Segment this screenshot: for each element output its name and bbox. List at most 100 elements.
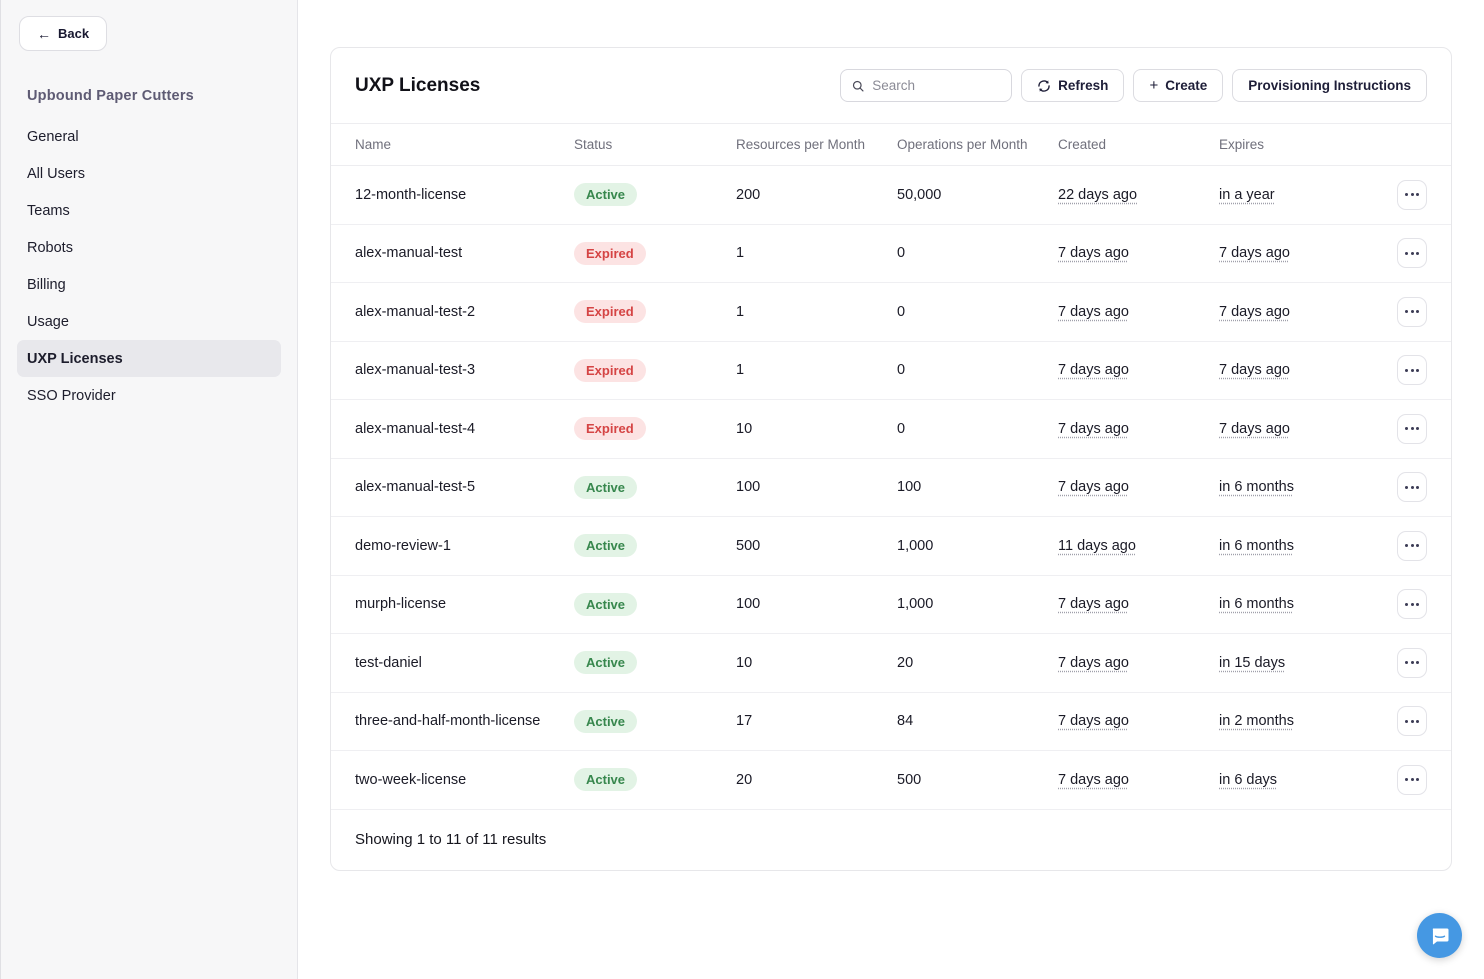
table-body: 12-month-license Active 200 50,000 22 da… — [331, 166, 1451, 810]
back-button[interactable]: ← Back — [19, 16, 108, 51]
provisioning-instructions-button[interactable]: Provisioning Instructions — [1232, 69, 1427, 102]
cell-resources: 10 — [736, 654, 753, 671]
refresh-button-label: Refresh — [1058, 78, 1109, 93]
row-actions-button[interactable] — [1397, 706, 1427, 737]
table-row[interactable]: demo-review-1 Active 500 1,000 11 days a… — [331, 517, 1451, 576]
cell-expires: in 6 months — [1219, 596, 1294, 613]
cell-expires: in 6 days — [1219, 771, 1278, 788]
table-row[interactable]: alex-manual-test-4 Expired 10 0 7 days a… — [331, 400, 1451, 459]
cell-resources: 1 — [736, 303, 745, 320]
column-header: Name — [355, 137, 392, 152]
table-header-row: Name Status Resources per Month Operations … — [331, 124, 1451, 166]
cell-expires: 7 days ago — [1219, 420, 1290, 437]
search-input[interactable] — [872, 78, 1001, 93]
cell-created: 7 days ago — [1058, 303, 1129, 320]
cell-expires: 7 days ago — [1219, 362, 1290, 379]
card-header: UXP Licenses Refresh — [331, 48, 1451, 124]
cell-name: two-week-license — [355, 771, 467, 788]
cell-name: test-daniel — [355, 654, 422, 671]
sidebar-item-usage[interactable]: Usage — [17, 303, 281, 340]
cell-expires: in 2 months — [1219, 713, 1294, 730]
refresh-icon — [1038, 79, 1050, 92]
cell-name: 12-month-license — [355, 186, 467, 203]
cell-operations: 500 — [897, 771, 922, 788]
row-actions-button[interactable] — [1397, 413, 1427, 444]
cell-resources: 20 — [736, 771, 753, 788]
table-row[interactable]: murph-license Active 100 1,000 7 days ag… — [331, 576, 1451, 634]
status-badge: Active — [574, 475, 638, 499]
sidebar-item-uxp-licenses[interactable]: UXP Licenses — [17, 340, 281, 377]
cell-expires: in a year — [1219, 186, 1275, 203]
row-actions-button[interactable] — [1397, 472, 1427, 503]
status-badge: Active — [574, 183, 638, 207]
cell-operations: 84 — [897, 713, 914, 730]
row-actions-button[interactable] — [1397, 764, 1427, 795]
cell-resources: 100 — [736, 479, 761, 496]
provisioning-instructions-label: Provisioning Instructions — [1248, 78, 1411, 93]
sidebar-item-billing[interactable]: Billing — [17, 266, 281, 303]
cell-resources: 500 — [736, 537, 761, 554]
cell-created: 7 days ago — [1058, 713, 1129, 730]
table-row[interactable]: 12-month-license Active 200 50,000 22 da… — [331, 166, 1451, 225]
table-row[interactable]: alex-manual-test-5 Active 100 100 7 days… — [331, 459, 1451, 517]
back-arrow-icon: ← — [37, 25, 51, 42]
cell-name: alex-manual-test-4 — [355, 420, 476, 437]
cell-name: alex-manual-test-5 — [355, 479, 476, 496]
status-badge: Active — [574, 709, 638, 733]
status-badge: Expired — [574, 358, 646, 382]
cell-operations: 1,000 — [897, 537, 934, 554]
sidebar-item-robots[interactable]: Robots — [17, 229, 281, 266]
table-row[interactable]: three-and-half-month-license Active 17 8… — [331, 693, 1451, 751]
table-row[interactable]: alex-manual-test-2 Expired 1 0 7 days ag… — [331, 283, 1451, 342]
sidebar-item-general[interactable]: General — [17, 118, 281, 155]
sidebar-item-label: SSO Provider — [27, 387, 116, 404]
sidebar-item-teams[interactable]: Teams — [17, 192, 281, 229]
cell-name: alex-manual-test-2 — [355, 303, 476, 320]
status-badge: Expired — [574, 300, 646, 324]
cell-created: 7 days ago — [1058, 479, 1129, 496]
sidebar-item-label: Usage — [27, 313, 69, 330]
chat-bubble-icon — [1432, 928, 1448, 944]
sidebar-item-label: Billing — [27, 276, 66, 293]
cell-expires: in 6 months — [1219, 537, 1294, 554]
cell-name: demo-review-1 — [355, 537, 451, 554]
table-row[interactable]: two-week-license Active 20 500 7 days ag… — [331, 751, 1451, 810]
status-badge: Active — [574, 768, 638, 792]
row-actions-button[interactable] — [1397, 296, 1427, 327]
table-row[interactable]: alex-manual-test Expired 1 0 7 days ago … — [331, 225, 1451, 283]
table-row[interactable]: test-daniel Active 10 20 7 days ago in 1… — [331, 634, 1451, 693]
search-icon — [853, 80, 864, 92]
chat-launcher-button[interactable] — [1417, 913, 1462, 958]
cell-expires: in 6 months — [1219, 479, 1294, 496]
row-actions-button[interactable] — [1397, 530, 1427, 561]
cell-operations: 100 — [897, 479, 922, 496]
create-button[interactable]: + Create — [1133, 69, 1224, 102]
create-button-label: Create — [1165, 78, 1208, 93]
cell-created: 7 days ago — [1058, 771, 1129, 788]
status-badge: Active — [574, 592, 638, 616]
cell-created: 7 days ago — [1058, 654, 1129, 671]
cell-operations: 0 — [897, 420, 906, 437]
status-badge: Expired — [574, 241, 646, 265]
row-actions-button[interactable] — [1397, 647, 1427, 678]
sidebar-item-all-users[interactable]: All Users — [17, 155, 281, 192]
cell-resources: 1 — [736, 245, 745, 262]
sidebar-item-sso-provider[interactable]: SSO Provider — [17, 377, 281, 414]
table-row[interactable]: alex-manual-test-3 Expired 1 0 7 days ag… — [331, 342, 1451, 400]
row-actions-button[interactable] — [1397, 355, 1427, 386]
row-actions-button[interactable] — [1397, 589, 1427, 620]
refresh-button[interactable]: Refresh — [1021, 69, 1125, 102]
cell-created: 7 days ago — [1058, 596, 1129, 613]
page-title: UXP Licenses — [355, 74, 481, 96]
cell-resources: 1 — [736, 362, 745, 379]
sidebar-item-label: Robots — [27, 239, 73, 256]
cell-created: 7 days ago — [1058, 420, 1129, 437]
licenses-card: UXP Licenses Refresh — [330, 47, 1452, 871]
status-badge: Expired — [574, 417, 646, 441]
cell-operations: 20 — [897, 654, 914, 671]
cell-name: murph-license — [355, 596, 447, 613]
search-box[interactable] — [840, 69, 1013, 102]
row-actions-button[interactable] — [1397, 238, 1427, 269]
row-actions-button[interactable] — [1397, 179, 1427, 210]
back-button-label: Back — [58, 26, 90, 41]
